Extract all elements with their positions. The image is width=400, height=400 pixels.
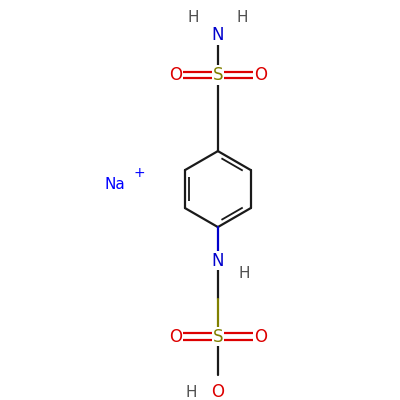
Text: O: O bbox=[254, 66, 267, 84]
Text: H: H bbox=[188, 10, 199, 24]
Text: N: N bbox=[212, 252, 224, 270]
Text: N: N bbox=[212, 26, 224, 44]
Text: S: S bbox=[213, 66, 223, 84]
Text: +: + bbox=[134, 166, 146, 180]
Text: H: H bbox=[239, 266, 250, 282]
Text: H: H bbox=[237, 10, 248, 24]
Text: Na: Na bbox=[105, 177, 126, 192]
Text: H: H bbox=[185, 385, 197, 400]
Text: O: O bbox=[169, 328, 182, 346]
Text: O: O bbox=[254, 328, 267, 346]
Text: S: S bbox=[213, 328, 223, 346]
Text: O: O bbox=[211, 384, 224, 400]
Text: O: O bbox=[169, 66, 182, 84]
